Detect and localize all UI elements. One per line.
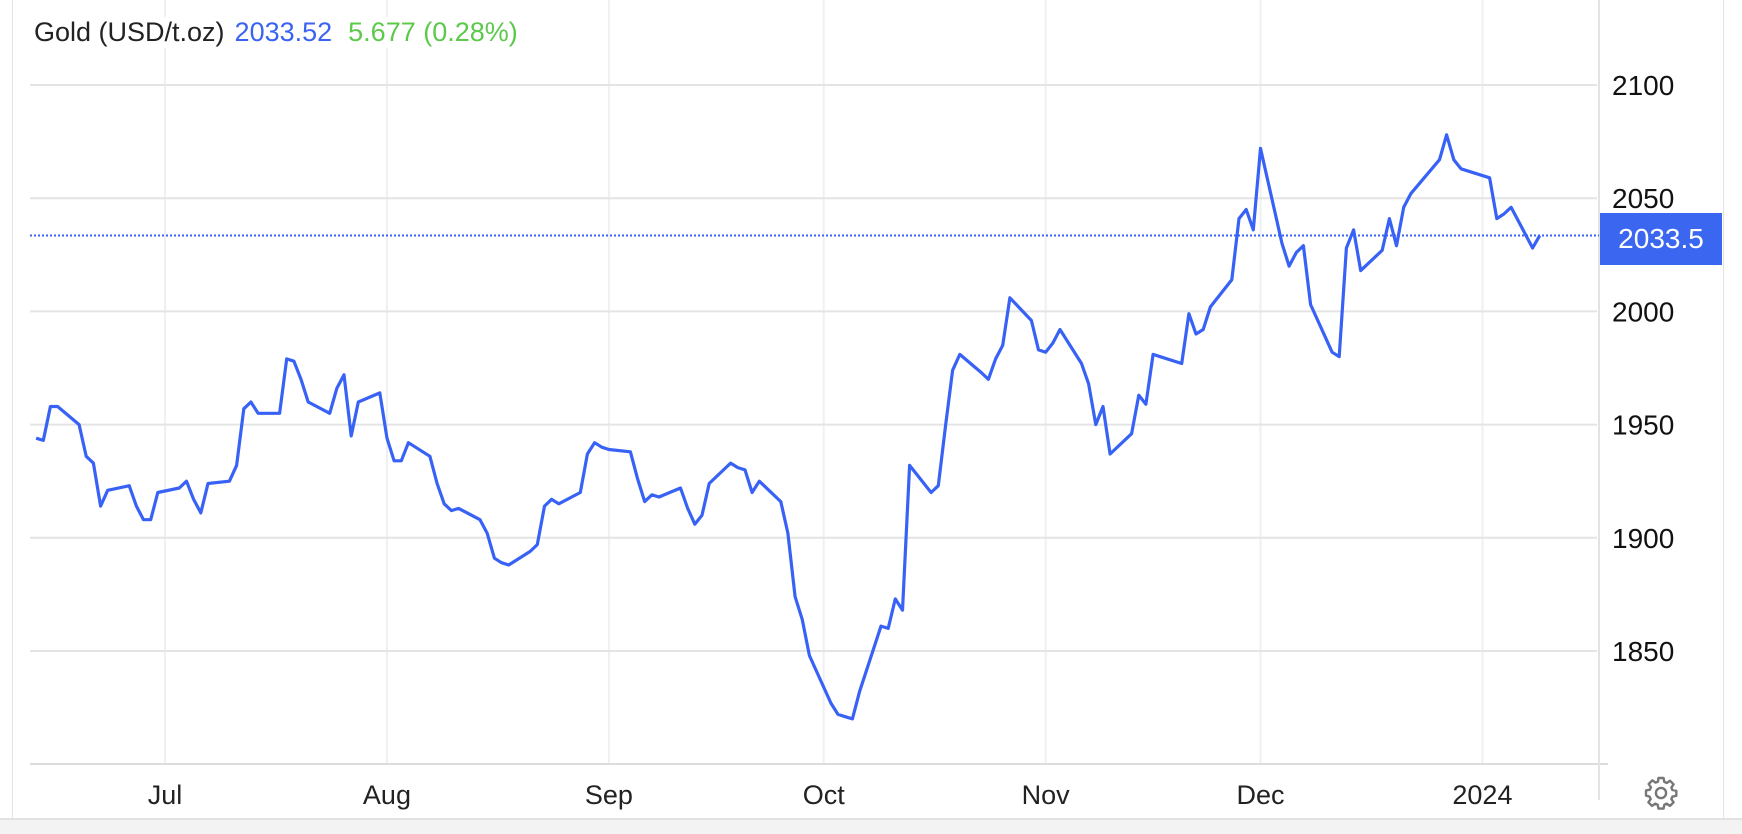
vertical-gridlines [164, 0, 1484, 764]
x-tick-label: Jul [148, 780, 183, 810]
x-tick-label: Nov [1022, 780, 1071, 810]
x-tick-label: 2024 [1452, 780, 1512, 810]
y-tick-label: 1950 [1612, 410, 1674, 441]
x-tick-label: Dec [1236, 780, 1284, 810]
x-tick-label: Oct [803, 780, 846, 810]
price-change: 5.677 (0.28%) [348, 17, 518, 47]
y-tick-label: 1900 [1612, 523, 1674, 554]
x-tick-labels: Jul Aug Sep Oct Nov Dec 2024 [148, 780, 1513, 810]
y-tick-label: 2050 [1612, 183, 1674, 214]
y-tick-label: 2000 [1612, 296, 1674, 327]
frame-left-border [12, 0, 13, 818]
horizontal-gridlines [30, 84, 1597, 652]
y-tick-label: 2100 [1612, 70, 1674, 101]
current-price: 2033.52 [234, 17, 333, 47]
frame-right-border [1723, 0, 1724, 818]
gear-icon[interactable] [1643, 775, 1679, 811]
series-points [36, 134, 1540, 720]
current-price-tag: 2033.5 [1600, 213, 1722, 265]
chart-header: Gold (USD/t.oz) 2033.52 5.677 (0.28%) [34, 17, 534, 48]
y-tick-labels: 1850 1900 1950 2000 2050 2100 [1612, 70, 1674, 667]
x-tick-label: Sep [585, 780, 633, 810]
instrument-name: Gold (USD/t.oz) [34, 17, 225, 47]
y-tick-label: 1850 [1612, 636, 1674, 667]
bottom-bar [0, 818, 1742, 834]
x-tick-label: Aug [363, 780, 411, 810]
series-line [35, 133, 1542, 721]
